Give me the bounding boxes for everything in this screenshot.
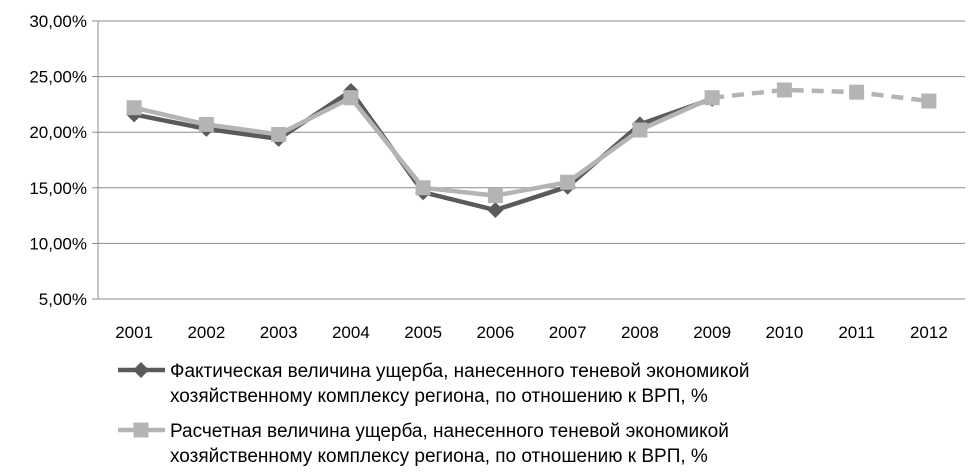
x-axis-ticks: 2001 2002 2003 2004 2005 2006 2007 2008 2009 2010… [115, 323, 948, 342]
y-tick-label: 15,00% [29, 179, 87, 198]
data-point [126, 100, 142, 116]
legend-label: Расчетная величина ущерба, нанесенного т… [170, 421, 729, 442]
data-point [849, 84, 865, 100]
x-tick-label: 2002 [187, 323, 225, 342]
y-tick-label: 5,00% [39, 290, 87, 309]
y-tick-label: 30,00% [29, 12, 87, 31]
data-point [487, 202, 504, 219]
x-tick-label: 2004 [332, 323, 370, 342]
x-tick-label: 2001 [115, 323, 153, 342]
data-point [198, 116, 214, 132]
legend-label: Фактическая величина ущерба, нанесенного… [170, 361, 749, 382]
series-line-forecast [711, 87, 930, 104]
data-point [560, 174, 576, 190]
legend-item: Расчетная величина ущерба, нанесенного т… [118, 421, 729, 467]
series-group [126, 82, 937, 219]
data-point [776, 82, 792, 98]
series-estimated [126, 82, 937, 204]
x-tick-label: 2012 [910, 323, 948, 342]
legend-label: хозяйственному комплексу региона, по отн… [170, 386, 708, 407]
data-point [133, 422, 149, 438]
y-tick-label: 10,00% [29, 234, 87, 253]
data-point [704, 90, 720, 106]
gridlines [97, 20, 965, 300]
x-tick-label: 2011 [838, 323, 875, 342]
x-tick-label: 2010 [765, 323, 803, 342]
y-tick-label: 20,00% [29, 123, 87, 142]
y-axis-ticks: 30,00% 25,00% 20,00% 15,00% 10,00% 5,00% [29, 12, 98, 309]
x-tick-label: 2006 [476, 323, 514, 342]
legend: Фактическая величина ущерба, нанесенного… [118, 361, 749, 467]
x-tick-label: 2007 [549, 323, 587, 342]
series-actual [126, 83, 721, 219]
x-tick-label: 2005 [404, 323, 442, 342]
data-point [632, 122, 648, 138]
data-point [271, 126, 287, 142]
data-point [415, 180, 431, 196]
data-point [487, 188, 503, 204]
x-tick-label: 2003 [260, 323, 298, 342]
legend-label: хозяйственному комплексу региона, по отн… [170, 446, 708, 467]
data-point [921, 93, 937, 109]
data-point [133, 362, 149, 378]
x-tick-label: 2008 [621, 323, 659, 342]
y-tick-label: 25,00% [29, 68, 87, 87]
x-tick-label: 2009 [693, 323, 731, 342]
legend-item: Фактическая величина ущерба, нанесенного… [118, 361, 749, 407]
data-point [343, 90, 359, 106]
